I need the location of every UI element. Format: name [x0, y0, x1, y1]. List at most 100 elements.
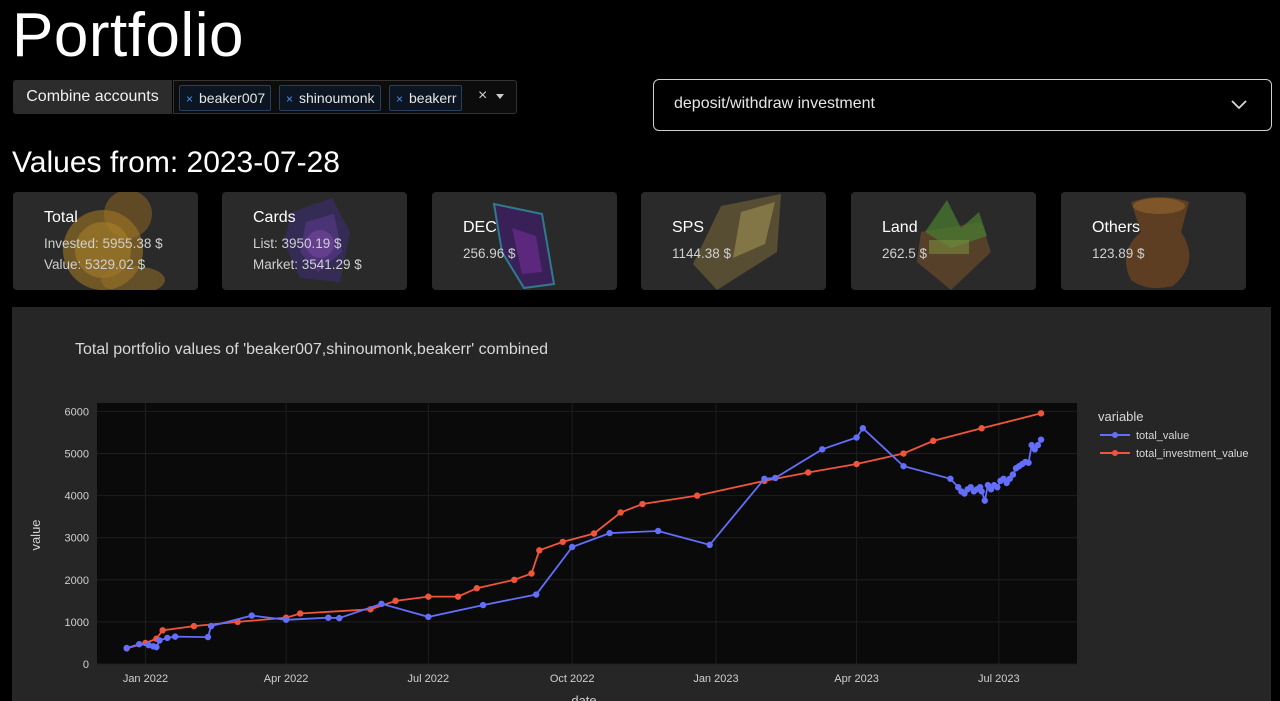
data-point-total_value[interactable]: [164, 634, 171, 642]
data-point-total_value[interactable]: [706, 541, 713, 549]
data-point-total_value[interactable]: [156, 637, 163, 644]
data-point-total_value[interactable]: [761, 475, 768, 482]
data-point-total_value[interactable]: [859, 425, 867, 432]
card-sps: SPS 1144.38 $: [641, 192, 826, 290]
data-point-total_value[interactable]: [1009, 471, 1017, 478]
data-point-total_investment_value[interactable]: [454, 593, 462, 600]
data-point-total_investment_value[interactable]: [392, 597, 399, 605]
land-island-icon: [917, 200, 991, 290]
data-point-total_value[interactable]: [900, 462, 907, 470]
card-others: Others 123.89 $: [1061, 192, 1246, 290]
investment-mode-dropdown[interactable]: deposit/withdraw investment: [653, 79, 1272, 131]
x-tick-label: Apr 2022: [264, 673, 309, 685]
legend-item-total_value[interactable]: total_value: [1136, 430, 1189, 442]
data-point-total_value[interactable]: [853, 434, 860, 441]
data-point-total_value[interactable]: [425, 613, 432, 621]
data-point-total_investment_value[interactable]: [617, 509, 624, 516]
data-point-total_value[interactable]: [378, 600, 385, 608]
card-title: DEC: [463, 219, 497, 236]
y-tick-label: 4000: [65, 491, 89, 503]
data-point-total_investment_value[interactable]: [473, 585, 481, 592]
data-point-total_investment_value[interactable]: [528, 570, 535, 577]
card-title: Total: [44, 209, 78, 226]
data-point-total_value[interactable]: [479, 601, 487, 609]
combine-accounts-label: Combine accounts: [13, 80, 172, 114]
data-point-total_investment_value[interactable]: [930, 437, 937, 445]
card-value: 123.89 $: [1092, 246, 1145, 261]
data-point-total_investment_value[interactable]: [639, 500, 646, 508]
data-point-total_value[interactable]: [204, 633, 212, 641]
data-point-total_investment_value[interactable]: [296, 610, 304, 617]
data-point-total_value[interactable]: [248, 612, 255, 619]
remove-tag-icon[interactable]: ×: [396, 92, 404, 106]
account-multiselect[interactable]: × beaker007 × shinoumonk × beakerr ×: [173, 80, 517, 114]
data-point-total_investment_value[interactable]: [590, 530, 598, 537]
remove-tag-icon[interactable]: ×: [186, 92, 194, 106]
card-title: Cards: [253, 209, 296, 226]
data-point-total_value[interactable]: [568, 543, 576, 551]
legend-item-total_investment_value[interactable]: total_investment_value: [1136, 448, 1249, 460]
data-point-total_value[interactable]: [123, 644, 130, 652]
data-point-total_investment_value[interactable]: [159, 627, 166, 634]
remove-tag-icon[interactable]: ×: [286, 92, 294, 106]
data-point-total_investment_value[interactable]: [190, 622, 198, 630]
data-point-total_value[interactable]: [153, 643, 160, 651]
data-point-total_value[interactable]: [1034, 441, 1042, 449]
y-tick-label: 6000: [65, 406, 89, 418]
data-point-total_investment_value[interactable]: [425, 593, 432, 600]
data-point-total_value[interactable]: [1037, 436, 1045, 443]
data-point-total_value[interactable]: [325, 614, 332, 621]
clear-all-icon[interactable]: ×: [478, 87, 488, 104]
account-tag-label: shinoumonk: [299, 90, 375, 106]
y-tick-label: 5000: [65, 449, 89, 461]
data-point-total_value[interactable]: [978, 488, 985, 495]
data-point-total_value[interactable]: [981, 497, 988, 504]
card-value: Value: 5329.02 $: [44, 257, 146, 272]
legend-marker: [1112, 432, 1118, 438]
data-point-total_value[interactable]: [819, 446, 826, 453]
card-value: 256.96 $: [463, 246, 516, 261]
data-point-total_value[interactable]: [282, 616, 290, 623]
gold-coins-icon: [63, 192, 165, 290]
data-point-total_value[interactable]: [947, 475, 954, 482]
legend-marker: [1112, 450, 1118, 456]
data-point-total_value[interactable]: [207, 622, 215, 630]
page-title: Portfolio: [12, 1, 244, 70]
data-point-total_investment_value[interactable]: [804, 469, 812, 476]
card-market-value: Market: 3541.29 $: [253, 257, 362, 272]
data-point-total_value[interactable]: [336, 614, 343, 622]
data-point-total_investment_value[interactable]: [511, 576, 518, 584]
data-point-total_investment_value[interactable]: [1037, 410, 1045, 417]
others-pouch-icon: [1125, 197, 1190, 288]
card-title: Land: [882, 219, 918, 236]
card-value: 262.5 $: [882, 246, 928, 261]
data-point-total_investment_value[interactable]: [900, 450, 907, 457]
data-point-total_value[interactable]: [533, 591, 540, 598]
data-point-total_value[interactable]: [606, 529, 613, 537]
card-list-value: List: 3950.19 $: [253, 236, 342, 251]
card-art-icon: [284, 198, 350, 282]
card-title: Others: [1092, 219, 1141, 236]
data-point-total_value[interactable]: [136, 641, 143, 648]
data-point-total_value[interactable]: [772, 474, 779, 482]
data-point-total_investment_value[interactable]: [536, 547, 543, 554]
chart-title: Total portfolio values of 'beaker007,shi…: [75, 341, 548, 358]
data-point-total_investment_value[interactable]: [559, 538, 566, 546]
data-point-total_value[interactable]: [1025, 459, 1032, 466]
y-tick-label: 2000: [65, 575, 89, 587]
y-tick-label: 3000: [65, 533, 89, 545]
data-point-total_value[interactable]: [654, 527, 662, 535]
card-cards: Cards List: 3950.19 $ Market: 3541.29 $: [222, 192, 407, 290]
data-point-total_value[interactable]: [171, 633, 179, 640]
caret-down-icon[interactable]: [496, 94, 504, 99]
x-tick-label: Oct 2022: [550, 673, 595, 685]
data-point-total_investment_value[interactable]: [693, 492, 701, 499]
x-tick-label: Apr 2023: [834, 673, 879, 685]
portfolio-line-chart[interactable]: Total portfolio values of 'beaker007,shi…: [12, 307, 1271, 701]
card-dec: DEC 256.96 $: [432, 192, 617, 290]
dec-crystal-icon: [492, 202, 556, 290]
data-point-total_investment_value[interactable]: [978, 425, 985, 432]
data-point-total_investment_value[interactable]: [853, 460, 860, 468]
sps-crystal-icon: [693, 194, 781, 290]
data-point-total_value[interactable]: [994, 483, 1001, 491]
